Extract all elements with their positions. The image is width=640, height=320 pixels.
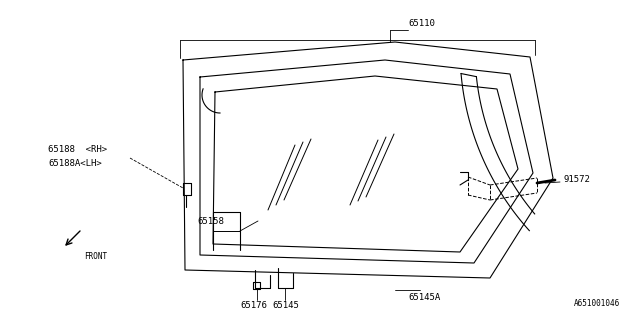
Text: 65176: 65176 [240,300,267,309]
Text: 91572: 91572 [563,175,590,185]
Text: A651001046: A651001046 [573,299,620,308]
Text: 65110: 65110 [408,20,435,28]
Text: 65188  <RH>: 65188 <RH> [48,146,107,155]
Text: 65145: 65145 [272,300,299,309]
Text: 65145A: 65145A [408,293,440,302]
Text: FRONT: FRONT [84,252,107,261]
Text: 65188A<LH>: 65188A<LH> [48,158,102,167]
Text: 65158: 65158 [197,217,224,226]
